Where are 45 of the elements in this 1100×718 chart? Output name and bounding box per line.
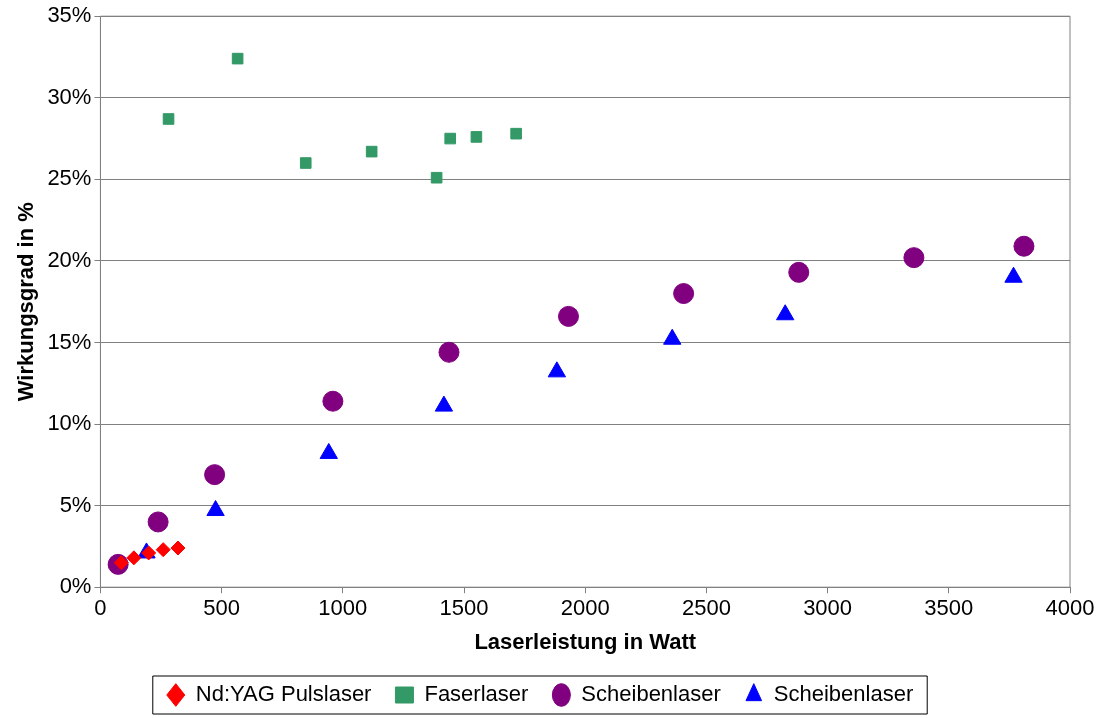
x-tick-label: 3000 bbox=[803, 595, 853, 621]
point bbox=[365, 145, 378, 158]
point bbox=[155, 542, 171, 558]
point bbox=[444, 132, 457, 145]
x-tick-label: 1500 bbox=[439, 595, 489, 621]
legend-label: Scheibenlaser bbox=[581, 681, 721, 707]
x-tick-label: 1000 bbox=[318, 595, 368, 621]
x-tick-label: 2000 bbox=[560, 595, 610, 621]
y-tick-label: 15% bbox=[47, 328, 92, 354]
point bbox=[430, 171, 443, 184]
y-tick-label: 30% bbox=[47, 83, 92, 109]
point bbox=[510, 127, 522, 140]
point bbox=[147, 511, 169, 533]
y-tick-label: 0% bbox=[59, 573, 92, 599]
x-tick-label: 0 bbox=[94, 595, 107, 621]
x-tick-label: 4000 bbox=[1045, 595, 1095, 621]
point bbox=[438, 341, 460, 363]
x-axis-title: Laserleistung in Watt bbox=[474, 628, 697, 654]
point bbox=[557, 305, 579, 327]
legend-label: Nd:YAG Pulslaser bbox=[195, 681, 372, 707]
point bbox=[126, 550, 142, 566]
point bbox=[206, 500, 225, 517]
point bbox=[788, 261, 810, 283]
y-tick-label: 20% bbox=[47, 246, 92, 272]
legend-label: Scheibenlaser bbox=[773, 681, 914, 707]
x-tick-label: 3500 bbox=[924, 595, 974, 621]
y-axis-title: Wirkungsgrad in % bbox=[13, 202, 39, 402]
point bbox=[141, 545, 157, 561]
x-tick-label: 500 bbox=[203, 595, 240, 621]
point bbox=[170, 540, 186, 556]
y-tick-label: 5% bbox=[59, 491, 92, 517]
point bbox=[322, 390, 344, 412]
x-tick-label: 2500 bbox=[681, 595, 731, 621]
point bbox=[673, 283, 695, 305]
point bbox=[299, 157, 312, 169]
point bbox=[231, 52, 244, 65]
y-tick-label: 10% bbox=[47, 410, 92, 436]
point bbox=[1013, 235, 1035, 257]
point bbox=[903, 247, 925, 269]
point bbox=[470, 131, 483, 143]
legend-label: Faserlaser bbox=[424, 681, 529, 707]
y-tick-label: 25% bbox=[47, 165, 92, 191]
y-tick-label: 35% bbox=[47, 2, 92, 28]
point bbox=[204, 464, 226, 486]
point bbox=[162, 113, 175, 125]
